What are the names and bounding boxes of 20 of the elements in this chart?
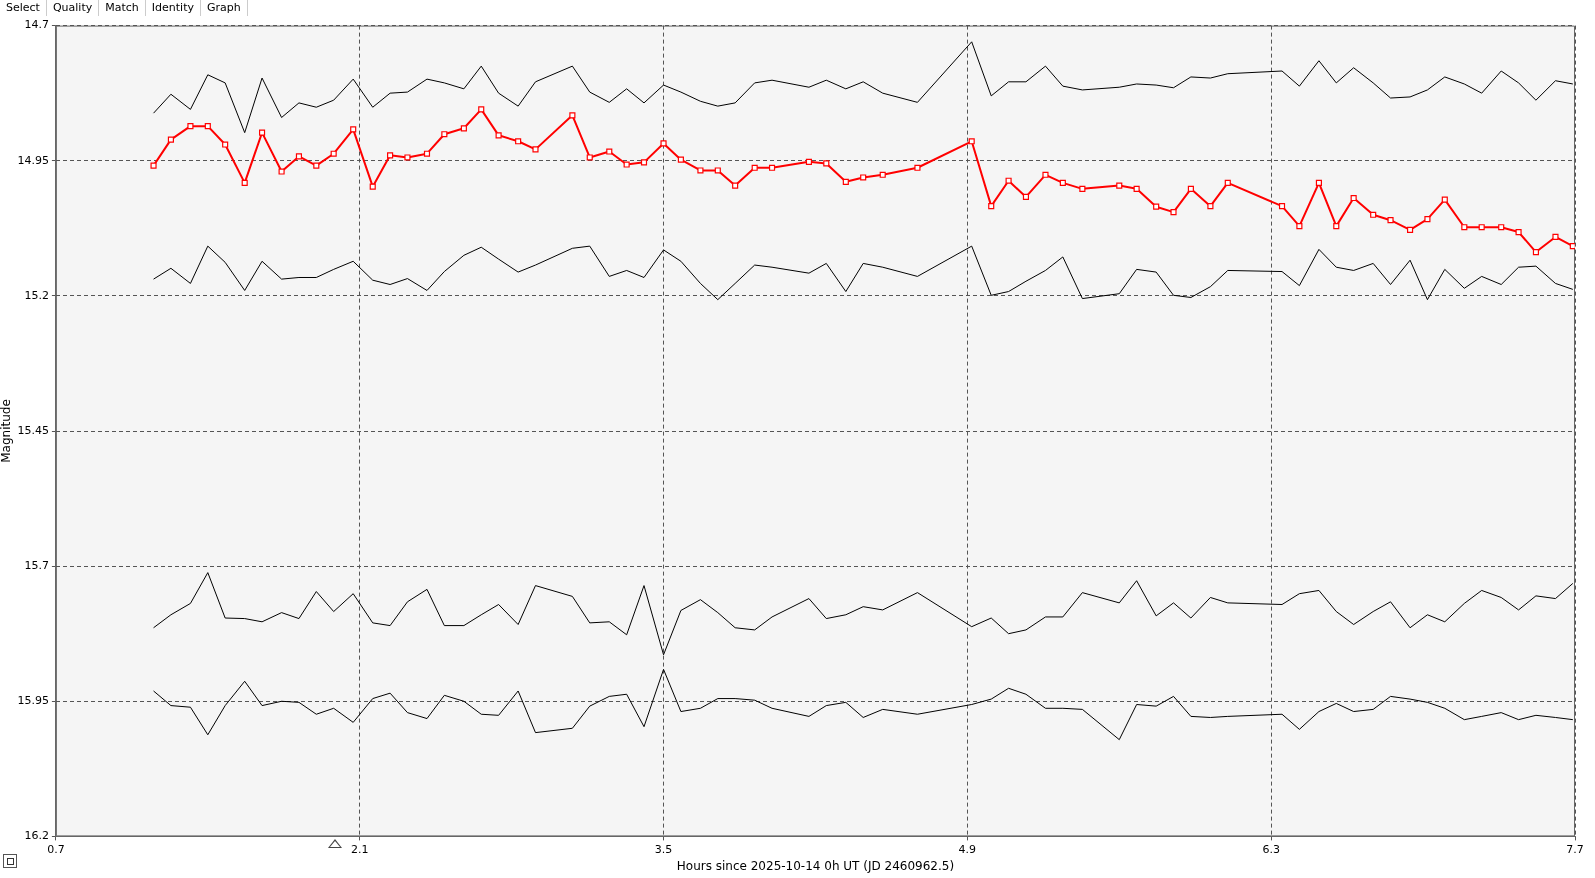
y-tick-label: 15.95 — [17, 694, 49, 708]
x-tick-label: 7.7 — [1566, 842, 1584, 856]
y-tick-label: 16.2 — [24, 829, 49, 843]
y-tick-label: 14.7 — [24, 18, 49, 32]
text: Identity — [145, 0, 201, 16]
text: Graph — [201, 0, 248, 16]
y-tick-label: 15.2 — [24, 288, 49, 302]
y-tick-label: 15.7 — [24, 558, 49, 572]
x-axis-title: Hours since 2025-10-14 0h UT (JD 2460962.5) — [676, 858, 955, 873]
x-tick-label: 2.1 — [350, 842, 369, 856]
text: Quality — [46, 0, 100, 16]
x-tick-label: 6.3 — [1262, 842, 1280, 856]
x-tick-label: 0.7 — [47, 842, 65, 856]
x-tick-label: 4.9 — [958, 842, 977, 856]
y-tick-label: 14.95 — [17, 153, 49, 167]
text: Match — [99, 0, 146, 16]
y-axis-title: Magnitude — [0, 399, 14, 463]
x-tick-label: 3.5 — [654, 842, 673, 856]
text: Select — [0, 0, 47, 16]
y-tick-label: 15.45 — [17, 423, 49, 437]
